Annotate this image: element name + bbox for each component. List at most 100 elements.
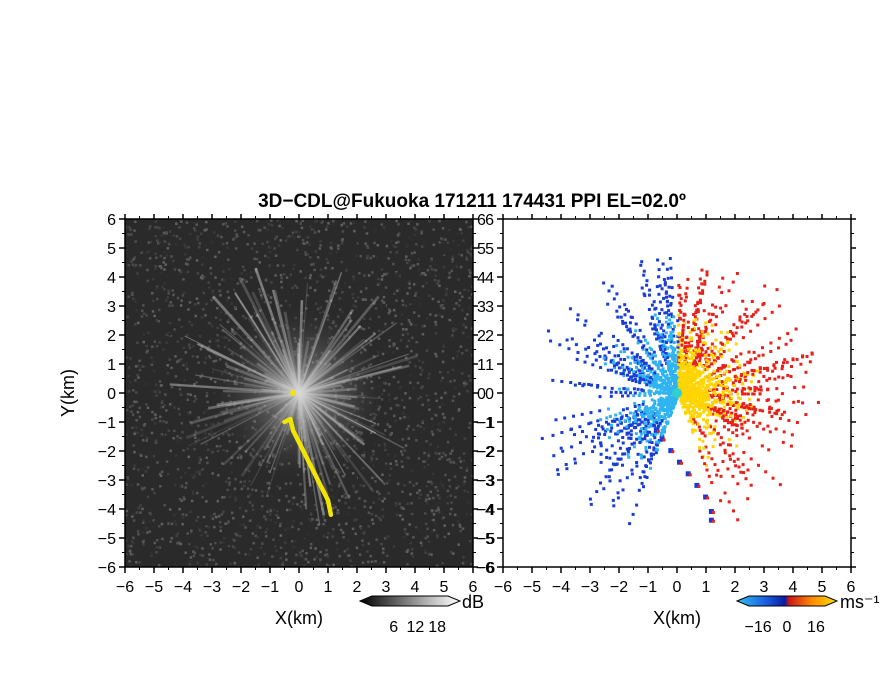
noise-speck xyxy=(421,385,424,388)
velocity-gate xyxy=(719,415,723,419)
noise-speck xyxy=(143,466,146,469)
velocity-gate xyxy=(627,378,631,381)
velocity-gate xyxy=(738,418,742,422)
noise-speck xyxy=(374,307,378,310)
noise-speck xyxy=(295,220,298,223)
velocity-gate xyxy=(648,407,652,410)
velocity-gate xyxy=(739,470,743,474)
noise-speck xyxy=(347,539,350,542)
velocity-gate xyxy=(710,349,714,353)
noise-speck xyxy=(288,488,291,492)
noise-speck xyxy=(269,296,273,299)
noise-speck xyxy=(453,379,456,382)
noise-speck xyxy=(302,493,305,496)
noise-speck xyxy=(294,540,297,543)
noise-speck xyxy=(395,299,398,302)
velocity-gate xyxy=(608,479,612,483)
noise-speck xyxy=(209,543,212,546)
noise-speck xyxy=(289,273,293,276)
velocity-gate xyxy=(644,424,648,428)
noise-speck xyxy=(231,545,235,548)
noise-speck xyxy=(309,286,312,289)
velocity-gate xyxy=(731,418,735,422)
velocity-gate xyxy=(662,278,666,281)
velocity-gate xyxy=(663,375,667,379)
noise-speck xyxy=(404,410,407,413)
velocity-gate xyxy=(766,424,770,428)
velocity-gate xyxy=(653,371,657,375)
velocity-gate xyxy=(659,396,663,400)
noise-speck xyxy=(186,532,189,535)
noise-speck xyxy=(361,466,365,470)
velocity-gate xyxy=(635,464,639,468)
noise-speck xyxy=(453,475,457,478)
noise-speck xyxy=(432,542,436,546)
noise-speck xyxy=(139,454,143,457)
noise-speck xyxy=(467,341,471,344)
velocity-gate xyxy=(741,336,745,340)
noise-speck xyxy=(306,253,309,256)
noise-speck xyxy=(419,396,422,399)
noise-speck xyxy=(443,253,446,256)
velocity-gate xyxy=(682,354,686,358)
velocity-gate xyxy=(642,363,646,367)
noise-speck xyxy=(470,345,473,349)
noise-speck xyxy=(389,462,392,465)
velocity-gate xyxy=(605,416,609,420)
noise-speck xyxy=(352,275,355,278)
noise-speck xyxy=(408,480,412,484)
noise-speck xyxy=(459,265,463,269)
velocity-gate xyxy=(715,400,719,404)
noise-speck xyxy=(204,314,207,317)
noise-speck xyxy=(430,417,434,420)
noise-speck xyxy=(447,532,450,535)
noise-speck xyxy=(471,549,473,553)
noise-speck xyxy=(345,522,348,525)
velocity-gate xyxy=(604,475,608,479)
noise-speck xyxy=(363,505,366,508)
velocity-gate xyxy=(632,355,636,359)
noise-speck xyxy=(299,505,302,508)
velocity-gate xyxy=(787,419,791,422)
velocity-gate xyxy=(551,433,555,437)
noise-speck xyxy=(450,303,454,307)
velocity-gate xyxy=(727,390,731,394)
noise-speck xyxy=(281,563,284,566)
noise-speck xyxy=(201,547,204,550)
velocity-gate xyxy=(674,399,678,403)
velocity-gate xyxy=(682,318,686,322)
noise-speck xyxy=(345,225,349,228)
noise-speck xyxy=(152,360,155,364)
velocity-gate xyxy=(651,404,655,408)
noise-speck xyxy=(196,272,200,275)
noise-speck xyxy=(412,270,416,274)
velocity-gate xyxy=(636,336,640,340)
noise-speck xyxy=(134,263,138,267)
noise-speck xyxy=(176,541,179,545)
noise-speck xyxy=(253,564,257,567)
noise-speck xyxy=(152,519,155,522)
noise-speck xyxy=(351,472,355,475)
noise-speck xyxy=(438,429,442,432)
velocity-gate xyxy=(683,404,687,408)
noise-speck xyxy=(372,453,375,456)
noise-speck xyxy=(354,490,358,494)
noise-speck xyxy=(426,268,430,272)
velocity-gate xyxy=(660,344,664,348)
noise-speck xyxy=(314,547,317,550)
noise-speck xyxy=(385,493,388,496)
noise-speck xyxy=(167,522,170,525)
velocity-gate xyxy=(698,437,702,441)
noise-speck xyxy=(358,272,361,275)
velocity-gate xyxy=(591,363,595,367)
noise-speck xyxy=(267,256,270,259)
noise-speck xyxy=(315,280,319,283)
noise-speck xyxy=(461,527,465,530)
noise-speck xyxy=(234,496,238,500)
velocity-gate xyxy=(756,323,760,327)
velocity-gate xyxy=(738,318,742,322)
noise-speck xyxy=(404,304,408,307)
velocity-gate xyxy=(625,407,629,411)
noise-speck xyxy=(278,524,282,528)
velocity-gate xyxy=(633,419,637,423)
